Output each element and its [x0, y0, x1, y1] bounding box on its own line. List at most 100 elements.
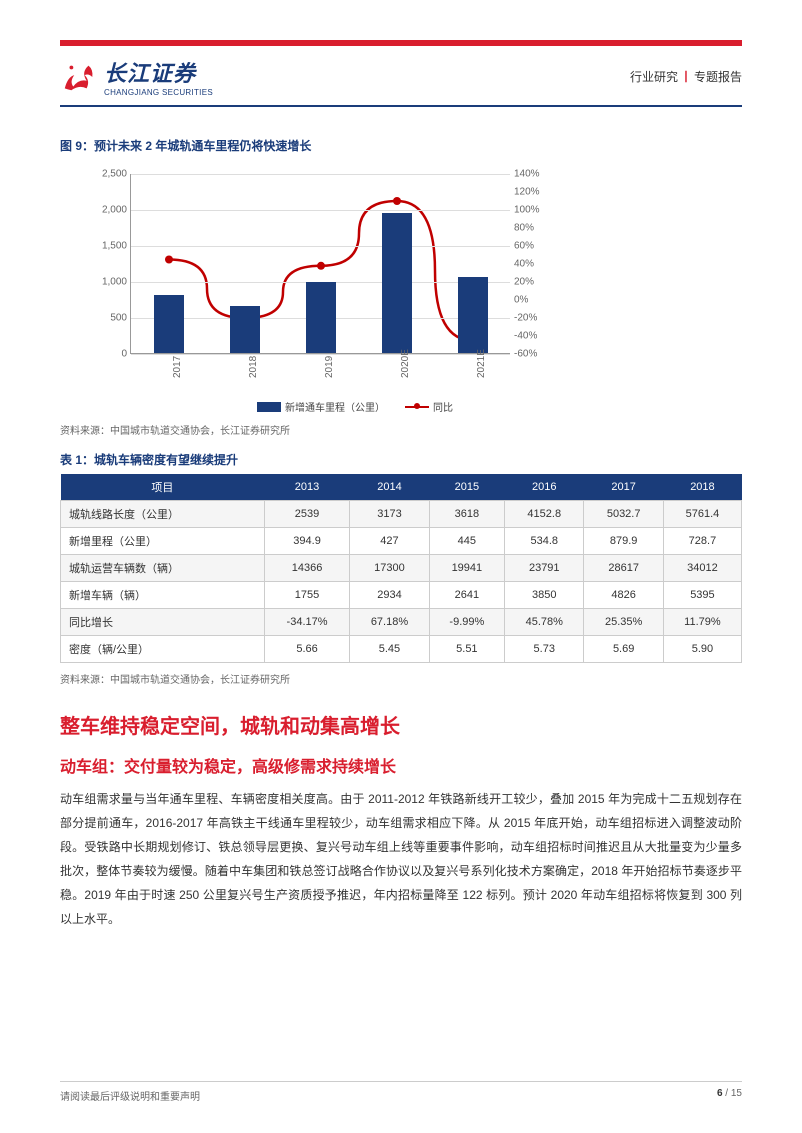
- y-right-tick: 60%: [510, 241, 534, 252]
- y-right-tick: 20%: [510, 277, 534, 288]
- table-cell: 5.90: [663, 636, 741, 663]
- table-cell: 879.9: [584, 528, 663, 555]
- y-left-tick: 1,000: [102, 277, 131, 288]
- table-cell: 45.78%: [505, 609, 584, 636]
- body-paragraph: 动车组需求量与当年通车里程、车辆密度相关度高。由于 2011-2012 年铁路新…: [60, 787, 742, 931]
- legend-bar-swatch: [257, 402, 281, 412]
- y-right-tick: 40%: [510, 259, 534, 270]
- table-cell: 1755: [264, 582, 349, 609]
- figure-title: 图 9：预计未来 2 年城轨通车里程仍将快速增长: [60, 137, 742, 154]
- table-cell: 5.45: [350, 636, 429, 663]
- table-cell: 445: [429, 528, 504, 555]
- table-cell: 67.18%: [350, 609, 429, 636]
- y-right-tick: 100%: [510, 205, 540, 216]
- data-table: 项目201320142015201620172018 城轨线路长度（公里）253…: [60, 474, 742, 663]
- logo-cn: 长江证券: [104, 56, 213, 88]
- table-header-cell: 2014: [350, 474, 429, 501]
- top-accent-bar: [60, 40, 742, 46]
- table-cell: 5395: [663, 582, 741, 609]
- x-tick: 2017: [172, 356, 183, 378]
- y-right-tick: -40%: [510, 331, 537, 342]
- table-cell: 城轨运营车辆数（辆）: [61, 555, 265, 582]
- table-header-cell: 2016: [505, 474, 584, 501]
- table-title: 表 1：城轨车辆密度有望继续提升: [60, 451, 742, 468]
- y-right-tick: 80%: [510, 223, 534, 234]
- table-source: 资料来源：中国城市轨道交通协会，长江证券研究所: [60, 671, 742, 686]
- table-cell: 11.79%: [663, 609, 741, 636]
- table-cell: 2641: [429, 582, 504, 609]
- table-cell: 4826: [584, 582, 663, 609]
- table-cell: 3618: [429, 501, 504, 528]
- header-cat2: 专题报告: [694, 70, 742, 84]
- section-heading-2: 动车组：交付量较为稳定，高级修需求持续增长: [60, 753, 742, 777]
- footer-note: 请阅读最后评级说明和重要声明: [60, 1088, 200, 1103]
- table-cell: 2539: [264, 501, 349, 528]
- table-cell: 5032.7: [584, 501, 663, 528]
- table-cell: 3850: [505, 582, 584, 609]
- chart-bar: [458, 277, 488, 353]
- x-tick: 2019: [324, 356, 335, 378]
- table-cell: 23791: [505, 555, 584, 582]
- logo-en: CHANGJIANG SECURITIES: [104, 88, 213, 97]
- table-cell: 密度（辆/公里）: [61, 636, 265, 663]
- header-meta: 行业研究丨专题报告: [630, 68, 742, 85]
- table-cell: 5.73: [505, 636, 584, 663]
- y-right-tick: 140%: [510, 169, 540, 180]
- table-cell: 3173: [350, 501, 429, 528]
- table-cell: 14366: [264, 555, 349, 582]
- y-right-tick: 120%: [510, 187, 540, 198]
- table-header-cell: 2013: [264, 474, 349, 501]
- y-left-tick: 2,500: [102, 169, 131, 180]
- table-row: 密度（辆/公里）5.665.455.515.735.695.90: [61, 636, 742, 663]
- table-cell: 17300: [350, 555, 429, 582]
- table-row: 同比增长-34.17%67.18%-9.99%45.78%25.35%11.79…: [61, 609, 742, 636]
- chart-source: 资料来源：中国城市轨道交通协会，长江证券研究所: [60, 422, 742, 437]
- table-cell: 2934: [350, 582, 429, 609]
- table-cell: 同比增长: [61, 609, 265, 636]
- x-tick: 2020E: [400, 349, 411, 378]
- table-cell: 25.35%: [584, 609, 663, 636]
- header-cat1: 行业研究: [630, 70, 678, 84]
- section-heading-1: 整车维持稳定空间，城轨和动集高增长: [60, 710, 742, 739]
- logo-icon: [60, 58, 98, 96]
- table-row: 新增车辆（辆）175529342641385048265395: [61, 582, 742, 609]
- table-cell: 19941: [429, 555, 504, 582]
- logo: 长江证券 CHANGJIANG SECURITIES: [60, 56, 213, 97]
- table-row: 新增里程（公里）394.9427445534.8879.9728.7: [61, 528, 742, 555]
- x-tick: 2018: [248, 356, 259, 378]
- table-cell: 28617: [584, 555, 663, 582]
- table-cell: 728.7: [663, 528, 741, 555]
- y-left-tick: 2,000: [102, 205, 131, 216]
- table-header-cell: 项目: [61, 474, 265, 501]
- y-right-tick: -60%: [510, 349, 537, 360]
- table-cell: -34.17%: [264, 609, 349, 636]
- x-tick: 2021E: [476, 349, 487, 378]
- table-cell: 城轨线路长度（公里）: [61, 501, 265, 528]
- table-cell: 394.9: [264, 528, 349, 555]
- table-cell: 4152.8: [505, 501, 584, 528]
- chart-legend: 新增通车里程（公里） 同比: [130, 399, 580, 414]
- table-cell: 新增里程（公里）: [61, 528, 265, 555]
- table-cell: 新增车辆（辆）: [61, 582, 265, 609]
- legend-line-label: 同比: [433, 399, 453, 414]
- table-header-cell: 2018: [663, 474, 741, 501]
- y-left-tick: 500: [110, 313, 131, 324]
- chart-bar: [306, 282, 336, 353]
- y-left-tick: 1,500: [102, 241, 131, 252]
- legend-bar-item: 新增通车里程（公里）: [257, 399, 385, 414]
- chart-bar: [230, 306, 260, 353]
- page-footer: 请阅读最后评级说明和重要声明 6 / 15: [60, 1081, 742, 1103]
- table-cell: 427: [350, 528, 429, 555]
- y-right-tick: -20%: [510, 313, 537, 324]
- chart-plot: 05001,0001,5002,0002,500-60%-40%-20%0%20…: [130, 174, 510, 354]
- table-header-cell: 2017: [584, 474, 663, 501]
- y-right-tick: 0%: [510, 295, 528, 306]
- page-number: 6 / 15: [717, 1088, 742, 1103]
- table-cell: 534.8: [505, 528, 584, 555]
- legend-line-swatch: [405, 406, 429, 408]
- chart-container: 05001,0001,5002,0002,500-60%-40%-20%0%20…: [80, 164, 580, 414]
- table-row: 城轨运营车辆数（辆）143661730019941237912861734012: [61, 555, 742, 582]
- chart-bar: [382, 213, 412, 353]
- legend-line-item: 同比: [405, 399, 453, 414]
- table-cell: 5.51: [429, 636, 504, 663]
